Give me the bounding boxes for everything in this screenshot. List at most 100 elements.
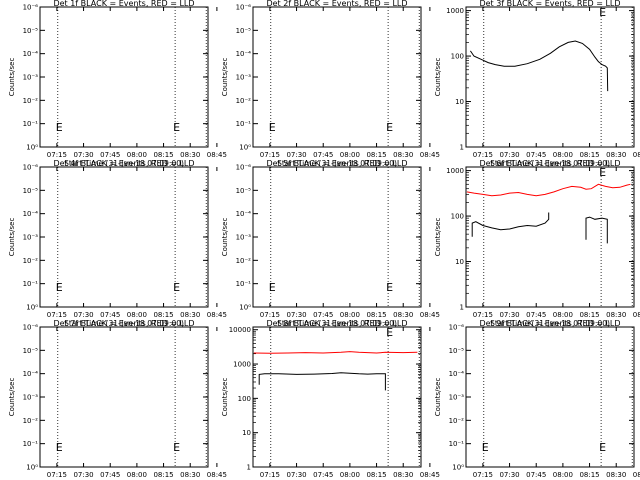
x-tick-label: 08:45 (420, 471, 440, 479)
y-tick-label: 10 (455, 98, 464, 106)
x-tick-label: 08:00 (340, 151, 360, 159)
y-tick-label: 10⁻⁵ (23, 347, 39, 355)
x-tick-label: 08:00 (127, 151, 147, 159)
chart-panel-3f: Det 3f BLACK = Events, RED = LLD 07:15 07:… (434, 0, 640, 168)
x-tick-label: 08:00 (553, 311, 573, 319)
y-tick-label: 10⁻⁵ (23, 27, 39, 35)
y-axis-label: Counts/sec (434, 378, 442, 417)
x-tick-label: 07:15 (260, 311, 280, 319)
x-tick-label: 07:15 (260, 151, 280, 159)
y-axis-label: Counts/sec (8, 378, 16, 417)
x-tick-label: 08:15 (366, 151, 386, 159)
event-marker: E (269, 121, 276, 134)
x-axis-label: Start Time (31-Jan-18 07:09:00) (64, 159, 184, 168)
y-tick-label: 10⁻¹ (23, 280, 39, 288)
event-marker: E (599, 6, 606, 19)
chart-panel-1f: Det 1f BLACK = Events, RED = LLD 07:15 07:… (8, 0, 227, 168)
x-tick-label: 08:00 (340, 311, 360, 319)
y-axis-label: Counts/sec (434, 218, 442, 257)
y-tick-label: 10⁻⁶ (236, 4, 252, 12)
chart-panel-5f: Det 5f BLACK = Events, RED = LLD 07:15 07:… (221, 159, 440, 328)
chart-title: Det 6f BLACK = Events, RED = LLD (479, 159, 620, 168)
chart-panel-6f: Det 6f BLACK = Events, RED = LLD 07:15 07:… (434, 159, 640, 328)
event-marker: E (482, 441, 489, 454)
y-tick-label: 10⁻⁴ (449, 370, 465, 378)
y-tick-label: 10⁻² (23, 417, 39, 425)
x-tick-label: 07:30 (286, 311, 306, 319)
y-tick-label: 10⁻³ (236, 234, 252, 242)
y-tick-label: 10⁻³ (23, 234, 39, 242)
x-tick-label: 07:15 (47, 471, 67, 479)
x-tick-label: 08:45 (633, 151, 640, 159)
y-axis-label: Counts/sec (8, 58, 16, 97)
y-axis-label: Counts/sec (8, 218, 16, 257)
x-tick-label: 07:30 (286, 151, 306, 159)
y-tick-label: 10⁻⁴ (23, 210, 39, 218)
y-tick-label: 1 (247, 464, 251, 472)
event-marker: E (56, 121, 63, 134)
y-tick-label: 10⁻² (449, 417, 465, 425)
x-tick-label: 07:30 (499, 471, 519, 479)
x-tick-label: 07:30 (499, 311, 519, 319)
lld-series-line (253, 351, 418, 354)
y-tick-label: 10⁻⁶ (23, 324, 39, 332)
x-tick-label: 08:45 (420, 151, 440, 159)
chart-panel-2f: Det 2f BLACK = Events, RED = LLD 07:15 07:… (221, 0, 440, 168)
chart-panel-4f: Det 4f BLACK = Events, RED = LLD 07:15 07:… (8, 159, 227, 328)
x-axis-label: Start Time (31-Jan-18 07:09:00) (490, 319, 610, 328)
x-tick-label: 08:45 (633, 471, 640, 479)
x-tick-label: 07:15 (47, 151, 67, 159)
x-tick-label: 08:30 (180, 151, 200, 159)
x-tick-label: 07:45 (526, 151, 546, 159)
y-tick-label: 10⁻⁴ (236, 210, 252, 218)
y-tick-label: 10⁻³ (236, 74, 252, 82)
chart-panel-8f: Det 8f BLACK = Events, RED = LLD 07:15 07:… (221, 319, 440, 480)
chart-title: Det 2f BLACK = Events, RED = LLD (266, 0, 407, 8)
y-tick-label: 10⁰ (239, 304, 251, 312)
chart-title: Det 8f BLACK = Events, RED = LLD (266, 319, 407, 328)
x-tick-label: 08:00 (553, 151, 573, 159)
x-tick-label: 07:30 (286, 471, 306, 479)
x-tick-label: 08:30 (180, 471, 200, 479)
y-tick-label: 10 (455, 258, 464, 266)
y-tick-label: 10⁻⁴ (236, 50, 252, 58)
events-series-line (585, 216, 608, 244)
x-tick-label: 08:45 (633, 311, 640, 319)
event-marker: E (386, 281, 393, 294)
x-tick-label: 08:45 (420, 311, 440, 319)
y-tick-label: 10⁻¹ (23, 120, 39, 128)
event-marker: E (269, 281, 276, 294)
y-tick-label: 10⁻² (23, 257, 39, 265)
y-tick-label: 10⁻⁶ (449, 324, 465, 332)
x-tick-label: 07:15 (473, 151, 493, 159)
y-tick-label: 10⁻⁴ (23, 50, 39, 58)
plot-frame (252, 166, 422, 308)
y-tick-label: 10⁻³ (23, 394, 39, 402)
y-tick-label: 10⁻³ (449, 394, 465, 402)
y-tick-label: 10⁰ (26, 144, 38, 152)
y-tick-label: 100 (451, 213, 464, 221)
y-tick-label: 1000 (446, 167, 464, 175)
x-tick-label: 08:30 (393, 471, 413, 479)
x-axis-label: Start Time (31-Jan-18 07:09:00) (64, 319, 184, 328)
y-axis-label: Counts/sec (221, 58, 229, 97)
plot-frame (39, 326, 209, 468)
chart-title: Det 5f BLACK = Events, RED = LLD (266, 159, 407, 168)
y-axis-label: Counts/sec (221, 378, 229, 417)
y-tick-label: 10⁻² (23, 97, 39, 105)
chart-title: Det 9f BLACK = Events, RED = LLD (479, 319, 620, 328)
chart-title: Det 7f BLACK = Events, RED = LLD (53, 319, 194, 328)
y-tick-label: 10⁻⁶ (23, 164, 39, 172)
y-tick-label: 10⁰ (239, 144, 251, 152)
chart-panel-9f: Det 9f BLACK = Events, RED = LLD 07:15 07:… (434, 319, 640, 480)
x-tick-label: 08:15 (153, 471, 173, 479)
y-axis-label: Counts/sec (221, 218, 229, 257)
x-tick-label: 08:45 (207, 151, 227, 159)
x-tick-label: 07:30 (73, 151, 93, 159)
x-tick-label: 08:00 (127, 311, 147, 319)
plot-frame (252, 6, 422, 148)
y-tick-label: 100 (451, 53, 464, 61)
x-axis-label: Start Time (31-Jan-18 07:09:00) (490, 159, 610, 168)
x-axis-label: Start Time (31-Jan-18 07:09:00) (277, 319, 397, 328)
